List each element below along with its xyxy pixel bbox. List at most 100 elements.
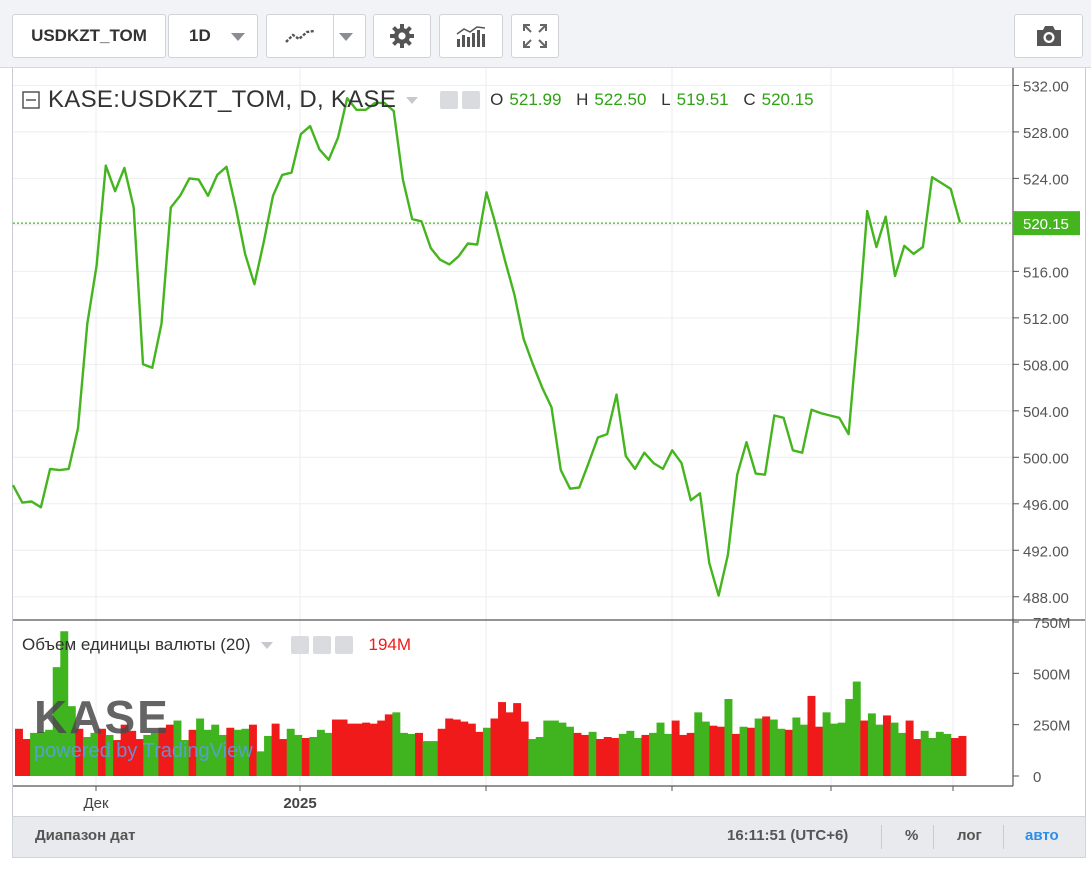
volume-bar	[830, 723, 839, 776]
high-label: H	[576, 90, 589, 109]
volume-bar	[747, 727, 756, 776]
volume-bar	[837, 722, 846, 776]
volume-bar	[369, 723, 378, 776]
visibility-icon[interactable]	[440, 91, 459, 109]
percent-toggle[interactable]: %	[905, 827, 919, 844]
close-icon[interactable]	[334, 636, 353, 654]
volume-bar	[558, 722, 567, 776]
volume-bar	[467, 723, 476, 776]
volume-bar	[377, 720, 386, 776]
y-tick-label: 504.00	[1023, 404, 1069, 421]
x-tick-label: 2025	[283, 795, 316, 812]
volume-bar	[815, 726, 823, 776]
settings-icon[interactable]	[462, 91, 481, 109]
high-value: 522.50	[594, 90, 647, 109]
settings-icon[interactable]	[312, 636, 331, 654]
legend-title: KASE:USDKZT_TOM, D, KASE	[48, 86, 397, 113]
snapshot-button[interactable]	[1014, 14, 1083, 58]
volume-bar	[882, 715, 891, 776]
volume-bar	[181, 740, 189, 776]
volume-bar	[98, 728, 106, 776]
date-range-button[interactable]: Диапазон дат	[35, 827, 136, 844]
divider	[933, 825, 934, 849]
volume-bar	[716, 726, 725, 776]
volume-bar	[316, 729, 325, 776]
chevron-down-icon[interactable]	[260, 641, 273, 649]
auto-toggle[interactable]: авто	[1025, 827, 1059, 844]
open-label: O	[490, 90, 504, 109]
volume-bar	[482, 727, 491, 776]
chart-container[interactable]	[12, 68, 1086, 816]
volume-tick-label: 250M	[1033, 718, 1071, 735]
volume-bar	[762, 716, 771, 776]
symbol-button[interactable]: USDKZT_TOM	[12, 14, 166, 58]
low-value: 519.51	[676, 90, 729, 109]
volume-bar	[256, 751, 265, 776]
y-tick-label: 528.00	[1023, 125, 1069, 142]
volume-bar	[913, 739, 922, 776]
volume-bar	[120, 724, 129, 776]
last-price-marker	[1013, 211, 1080, 236]
chevron-down-icon[interactable]	[406, 96, 419, 104]
volume-bar	[264, 735, 273, 776]
volume-bar	[890, 722, 899, 776]
volume-bar	[75, 728, 84, 776]
volume-bar	[565, 726, 574, 776]
volume-bar	[671, 720, 680, 776]
volume-bar	[384, 714, 393, 776]
volume-bar	[135, 739, 144, 776]
volume-bar	[415, 732, 423, 776]
volume-bar	[113, 740, 122, 776]
y-tick-label: 516.00	[1023, 264, 1069, 281]
volume-bar	[626, 730, 635, 776]
chart-style-button[interactable]	[266, 14, 366, 58]
volume-bar	[279, 739, 288, 776]
settings-button[interactable]	[373, 14, 431, 58]
volume-bar	[513, 703, 522, 776]
volume-bar	[852, 681, 861, 776]
volume-bar	[324, 732, 333, 776]
volume-bar	[248, 724, 257, 776]
volume-bar	[332, 719, 340, 776]
volume-value: 194M	[368, 635, 412, 654]
indicators-button[interactable]	[439, 14, 503, 58]
volume-bar	[573, 732, 582, 776]
volume-bar	[867, 713, 876, 776]
visibility-icon[interactable]	[290, 636, 309, 654]
volume-bar	[709, 725, 718, 776]
volume-bar	[943, 733, 952, 776]
volume-bar	[807, 695, 816, 776]
volume-bar	[799, 724, 808, 776]
volume-bar	[347, 723, 356, 776]
interval-button[interactable]: 1D	[168, 14, 258, 58]
collapse-icon[interactable]	[22, 91, 40, 109]
volume-bar	[271, 723, 280, 776]
volume-bar	[90, 732, 99, 776]
clock-time[interactable]: 16:11:51 (UTC+6)	[727, 827, 849, 844]
y-tick-label: 488.00	[1023, 590, 1069, 607]
volume-bar	[430, 741, 439, 776]
volume-bar	[920, 730, 929, 776]
volume-bar	[618, 733, 627, 776]
volume-bar	[769, 719, 778, 776]
gear-icon	[390, 24, 414, 48]
volume-bar	[294, 734, 303, 776]
volume-bar	[633, 738, 642, 776]
volume-bar	[528, 739, 537, 776]
ohlc-values: O 521.99 H 522.50 L 519.51 C 520.15	[490, 90, 823, 110]
volume-bar	[30, 732, 39, 776]
volume-bar	[452, 719, 461, 776]
fullscreen-button[interactable]	[511, 14, 559, 58]
gridlines	[13, 68, 1013, 786]
close-value: 520.15	[761, 90, 814, 109]
axes: 532.00528.00524.00520.00516.00512.00508.…	[13, 68, 1085, 812]
volume-bar	[22, 739, 31, 776]
close-label: C	[743, 90, 756, 109]
volume-bar	[898, 732, 907, 776]
indicators-icon	[456, 26, 486, 47]
low-label: L	[661, 90, 671, 109]
open-value: 521.99	[509, 90, 562, 109]
log-toggle[interactable]: лог	[957, 827, 982, 844]
volume-bar	[603, 736, 612, 776]
